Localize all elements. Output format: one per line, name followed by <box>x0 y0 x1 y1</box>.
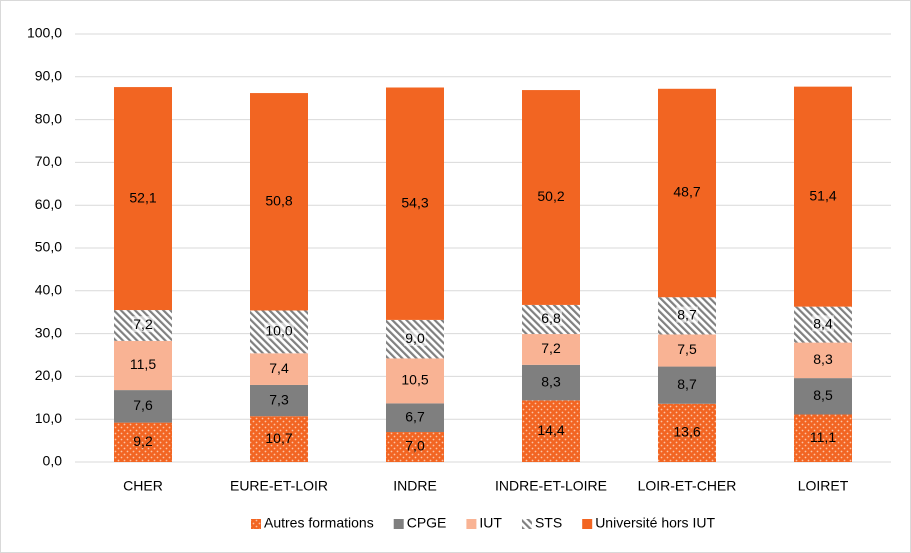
label-background <box>812 315 834 332</box>
legend-marker <box>582 519 593 529</box>
bar-segment <box>114 390 172 423</box>
data-label: 11,1 <box>810 429 836 445</box>
data-label: 7,5 <box>677 341 697 357</box>
bar-segment <box>794 414 852 462</box>
bar-segment <box>794 342 852 379</box>
legend-marker <box>250 519 261 529</box>
data-label: 7,3 <box>269 391 289 407</box>
legend-label: CPGE <box>407 515 447 531</box>
x-tick-label: EURE-ET-LOIR <box>230 478 328 494</box>
y-tick-label: 20,0 <box>35 367 62 383</box>
bar-segment <box>250 416 308 462</box>
bar-segment <box>250 353 308 385</box>
bar-segment <box>522 334 580 365</box>
legend-label: Université hors IUT <box>595 515 715 531</box>
y-tick-label: 90,0 <box>35 68 62 84</box>
label-background <box>540 310 562 327</box>
data-label: 8,5 <box>813 387 833 403</box>
data-label: 10,5 <box>401 372 428 388</box>
y-tick-label: 70,0 <box>35 153 62 169</box>
bar-segment <box>794 86 852 307</box>
data-label: 14,4 <box>537 422 564 438</box>
data-label: 8,7 <box>677 307 697 323</box>
y-tick-label: 60,0 <box>35 196 62 212</box>
label-background <box>676 306 698 323</box>
data-label: 8,7 <box>677 376 697 392</box>
data-label: 13,6 <box>673 424 700 440</box>
bar-segment <box>386 358 444 404</box>
x-tick-label: INDRE <box>393 478 437 494</box>
data-label: 48,7 <box>673 184 700 200</box>
bar-segment <box>794 378 852 415</box>
bar-segment <box>250 384 308 417</box>
y-tick-label: 10,0 <box>35 410 62 426</box>
bar-segment <box>658 366 716 404</box>
bar-segment <box>386 432 444 462</box>
data-label: 7,6 <box>133 397 153 413</box>
data-label: 10,0 <box>265 323 292 339</box>
data-label: 50,8 <box>265 192 292 208</box>
legend-label: STS <box>535 515 562 531</box>
bar-segment <box>658 88 716 298</box>
legend-marker <box>466 519 477 529</box>
legend-label: Autres formations <box>264 515 374 531</box>
data-label: 7,0 <box>405 438 425 454</box>
x-tick-label: LOIRET <box>798 478 849 494</box>
data-label: 7,2 <box>133 316 153 332</box>
bar-segment <box>114 87 172 311</box>
bar-segment <box>250 93 308 311</box>
data-label: 8,4 <box>813 315 833 331</box>
y-tick-label: 100,0 <box>27 25 62 41</box>
bar-segment <box>386 87 444 320</box>
bar-segment <box>114 422 172 462</box>
data-label: 8,3 <box>813 351 833 367</box>
data-label: 10,7 <box>265 430 292 446</box>
data-label: 8,3 <box>541 373 561 389</box>
data-label: 11,5 <box>130 356 156 372</box>
bar-segment <box>658 403 716 462</box>
legend-label: IUT <box>479 515 502 531</box>
data-label: 52,1 <box>129 189 156 205</box>
bar-segment <box>386 403 444 433</box>
label-background <box>264 322 294 339</box>
bar-segment <box>114 340 172 391</box>
data-label: 9,0 <box>405 330 425 346</box>
data-label: 51,4 <box>809 187 836 203</box>
data-label: 7,4 <box>269 360 289 376</box>
data-label: 50,2 <box>537 188 564 204</box>
x-tick-label: INDRE-ET-LOIRE <box>495 478 607 494</box>
y-tick-label: 40,0 <box>35 282 62 298</box>
y-tick-label: 0,0 <box>43 453 63 469</box>
legend-marker <box>393 519 404 529</box>
label-background <box>404 329 426 346</box>
data-label: 54,3 <box>401 194 428 210</box>
label-background <box>132 316 154 333</box>
bar-segment <box>658 334 716 367</box>
legend-marker <box>521 519 532 529</box>
bar-segment <box>522 90 580 305</box>
y-tick-label: 30,0 <box>35 324 62 340</box>
x-tick-label: LOIR-ET-CHER <box>638 478 737 494</box>
bar-segment <box>522 400 580 462</box>
x-tick-label: CHER <box>123 478 163 494</box>
data-label: 6,8 <box>541 310 561 326</box>
data-label: 6,7 <box>405 408 425 424</box>
data-label: 9,2 <box>133 433 153 449</box>
y-tick-label: 80,0 <box>35 110 62 126</box>
bar-segment <box>522 364 580 401</box>
y-tick-label: 50,0 <box>35 239 62 255</box>
data-label: 7,2 <box>541 340 561 356</box>
